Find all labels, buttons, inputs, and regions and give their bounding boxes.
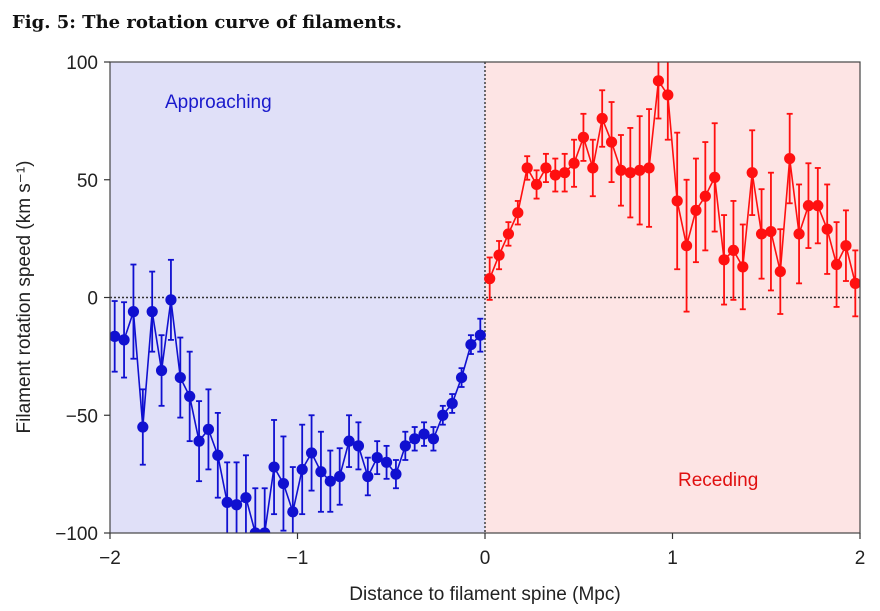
data-point [587,162,599,174]
data-point [315,466,327,478]
x-tick-label: 2 [855,548,866,569]
figure-title: Fig. 5: The rotation curve of filaments. [12,12,402,33]
data-point [474,329,486,341]
data-point [624,167,636,179]
x-axis-label: Distance to filament spine (Mpc) [349,584,620,605]
data-point [512,207,524,219]
data-point [193,435,205,447]
data-point [371,452,383,464]
data-point [484,273,496,285]
data-point [343,435,355,447]
y-axis-label: Filament rotation speed (km s⁻¹) [14,161,35,434]
data-point [793,228,805,240]
series-0 [110,258,486,533]
data-point [155,364,168,377]
x-tick-label: −1 [287,548,309,569]
data-point [146,306,158,318]
data-point [240,492,252,504]
y-tick-label: 0 [87,289,98,310]
data-point [446,397,458,410]
data-point [549,169,561,181]
data-point [165,294,177,306]
data-point [390,468,402,480]
data-point [755,228,768,240]
data-point [268,461,280,473]
y-tick-label: −100 [55,524,98,545]
data-point [465,339,477,351]
data-point [110,330,121,342]
data-point [287,506,299,518]
data-point [409,433,421,445]
data-point [362,470,374,483]
data-point [680,240,693,252]
data-point [652,75,665,87]
data-point [559,167,571,179]
x-tick-label: −2 [99,548,121,569]
data-point [634,164,646,176]
data-point [259,527,271,533]
x-tick-label: 0 [480,548,491,569]
data-point [455,371,468,384]
data-point [727,244,740,256]
data-point [521,162,533,174]
data-point [502,228,515,240]
data-point [118,334,130,346]
data-point [812,200,824,212]
data-point [212,449,224,461]
data-point [577,131,590,143]
y-tick-label: −50 [66,406,98,427]
data-point [324,475,336,487]
data-point [493,249,505,261]
data-point [277,477,290,490]
data-point [615,164,627,176]
data-point [352,440,365,452]
data-point [380,456,393,468]
data-point [305,447,318,459]
data-point [427,433,440,445]
data-point [127,306,140,318]
data-point [765,225,777,238]
data-point [662,89,674,101]
data-point [671,195,683,207]
data-point [174,371,186,384]
data-point [737,261,749,273]
data-point [418,428,430,440]
data-point [230,499,243,511]
data-point [399,440,411,452]
data-point [718,254,730,266]
data-point [249,527,261,533]
data-point [221,496,233,508]
data-point [849,277,860,289]
data-point [334,470,346,483]
data-point [596,112,608,125]
data-point [605,136,618,148]
data-point [690,204,702,216]
x-tick-label: 1 [667,548,678,569]
data-point [568,157,580,169]
y-tick-label: 50 [77,171,98,192]
data-point [137,421,149,433]
data-point [746,167,758,179]
series-1 [484,62,860,318]
data-point [184,390,196,403]
series-line [488,78,857,284]
data-point [540,162,552,174]
data-point [774,265,786,278]
data-point [784,152,796,165]
data-point [643,162,655,174]
data-point [821,223,833,235]
y-tick-label: 100 [66,53,98,74]
data-point [202,423,215,435]
data-point [530,178,543,191]
data-point [709,171,721,183]
region-label-receding: Receding [678,470,758,491]
data-point [296,463,308,476]
data-point [699,190,711,202]
data-point [840,240,852,252]
data-point [830,258,843,271]
data-point [802,200,815,212]
data-point [437,409,449,421]
region-label-approaching: Approaching [165,92,272,113]
